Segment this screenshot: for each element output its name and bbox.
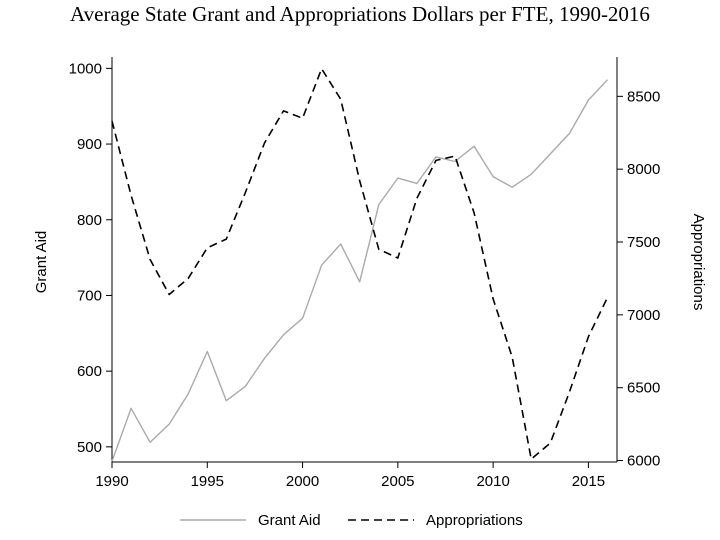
y-tick-label-right: 7500 (627, 234, 660, 251)
y-axis-title-left: Grant Aid (33, 231, 50, 294)
y-tick-label-right: 8500 (627, 88, 660, 105)
legend-label: Appropriations (426, 512, 523, 529)
series-line-appropriations (111, 67, 609, 460)
y-axis-left: 500 600 700 800 900 1000 (69, 60, 112, 456)
x-tick-label: 1995 (191, 473, 224, 490)
y-tick-label-right: 8000 (627, 161, 660, 178)
y-tick-label-right: 6500 (627, 380, 660, 397)
y-tick-label-left: 500 (77, 439, 102, 456)
y-tick-label-left: 600 (77, 363, 102, 380)
series-line-grant-aid (111, 79, 609, 462)
legend: Grant Aid Appropriations (180, 512, 523, 529)
x-tick-label: 1990 (95, 473, 128, 490)
y-tick-label-left: 800 (77, 212, 102, 229)
y-axis-title-right: Appropriations (690, 214, 707, 311)
x-tick-label: 2010 (476, 473, 509, 490)
y-tick-label-right: 6000 (627, 453, 660, 470)
y-tick-label-left: 700 (77, 287, 102, 304)
y-tick-label-left: 1000 (69, 60, 102, 77)
x-tick-label: 2005 (381, 473, 414, 490)
y-tick-label-left: 900 (77, 136, 102, 153)
chart-title: Average State Grant and Appropriations D… (70, 2, 650, 26)
x-axis: 1990 1995 2000 2005 2010 2015 (95, 462, 605, 490)
y-tick-label-right: 7000 (627, 307, 660, 324)
y-axis-right: 6000 6500 7000 7500 8000 8500 (617, 88, 660, 470)
x-tick-label: 2000 (286, 473, 319, 490)
x-tick-label: 2015 (572, 473, 605, 490)
plot-frame (111, 57, 618, 463)
legend-label: Grant Aid (258, 512, 321, 529)
series-layer (111, 67, 609, 462)
